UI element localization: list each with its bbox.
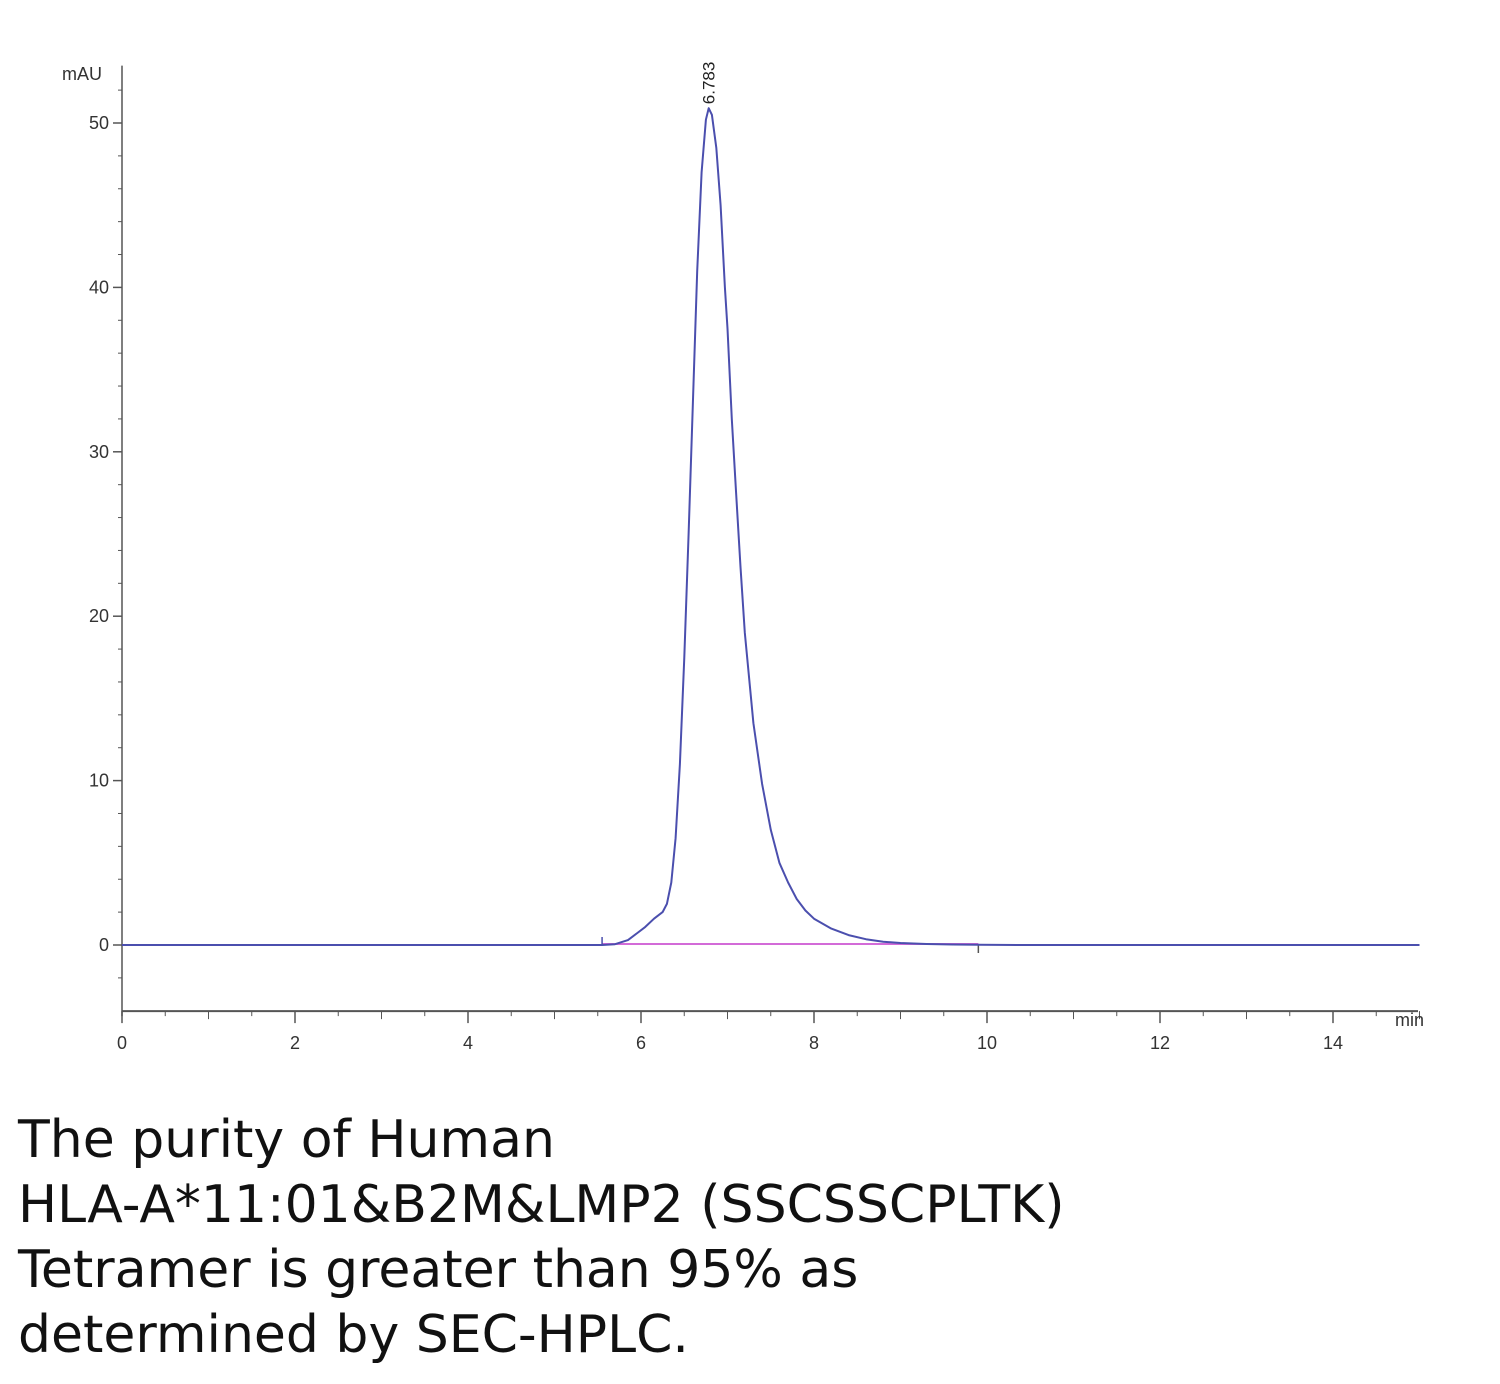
x-tick-label: 8: [809, 1033, 819, 1053]
caption-line-4: determined by SEC-HPLC.: [18, 1305, 689, 1365]
purity-caption: The purity of Human HLA-A*11:01&B2M&LMP2…: [18, 1108, 1478, 1368]
caption-line-2: HLA-A*11:01&B2M&LMP2 (SSCSSCPLTK): [18, 1175, 1065, 1235]
y-tick-label: 50: [89, 113, 109, 133]
chart-marks: 6.783: [122, 62, 1420, 953]
x-tick-label: 12: [1150, 1033, 1170, 1053]
x-unit-label: min: [1395, 1010, 1424, 1030]
caption-line-1: The purity of Human: [18, 1110, 555, 1170]
x-tick-label: 2: [290, 1033, 300, 1053]
x-tick-label: 0: [117, 1033, 127, 1053]
peak-retention-label: 6.783: [700, 62, 719, 105]
x-tick-label: 10: [977, 1033, 997, 1053]
y-tick-label: 40: [89, 277, 109, 297]
x-tick-label: 14: [1323, 1033, 1343, 1053]
caption-line-3: Tetramer is greater than 95% as: [18, 1240, 859, 1300]
chart-axes: 0 10 20 30 40 50 0 2 4 6 8 10 12 14: [89, 65, 1420, 1053]
x-tick-label: 4: [463, 1033, 473, 1053]
y-tick-label: 20: [89, 606, 109, 626]
chromatogram-trace: [122, 107, 1420, 946]
y-tick-label: 30: [89, 442, 109, 462]
y-unit-label: mAU: [62, 64, 102, 84]
y-tick-label: 10: [89, 771, 109, 791]
chromatogram-chart: 0 10 20 30 40 50 0 2 4 6 8 10 12 14 6.783 mAU min: [62, 62, 1424, 1053]
x-tick-label: 6: [636, 1033, 646, 1053]
y-tick-label: 0: [99, 935, 109, 955]
